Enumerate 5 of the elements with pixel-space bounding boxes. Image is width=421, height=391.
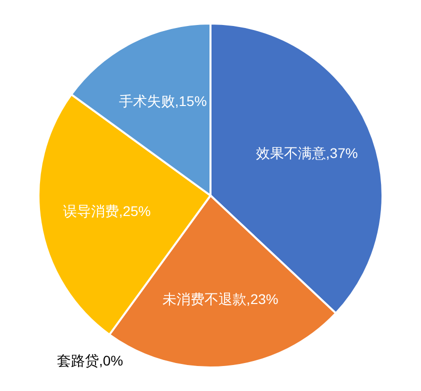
slice-label: 误导消费,25%: [62, 202, 151, 219]
slice-label: 手术失败,15%: [118, 92, 207, 109]
slice-label: 未消费不退款,23%: [162, 291, 278, 308]
category-label: 套路贷,0%: [56, 352, 124, 368]
slice-label: 效果不满意,37%: [256, 144, 358, 161]
